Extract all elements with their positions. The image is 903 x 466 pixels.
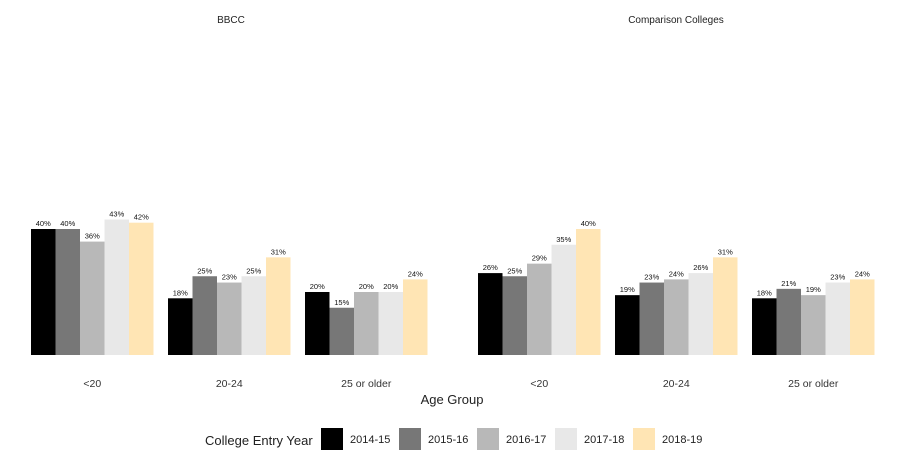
bar-group: 18% 21% 19% 23% 24% 25 or older bbox=[752, 269, 875, 390]
bar-group: 40% 40% 36% 43% 42% <20 bbox=[31, 210, 154, 390]
bar bbox=[478, 273, 503, 355]
bar bbox=[551, 244, 576, 355]
bar-group: 19% 23% 24% 26% 31% 20-24 bbox=[615, 247, 738, 390]
bar-value-label: 24% bbox=[855, 269, 870, 278]
bar bbox=[403, 279, 428, 355]
legend-label: 2017-18 bbox=[584, 434, 624, 446]
bar-value-label: 25% bbox=[507, 266, 522, 275]
legend-items: 2014-15 2015-16 2016-17 2017-18 2018-19 bbox=[321, 428, 702, 450]
legend-label: 2014-15 bbox=[350, 434, 390, 446]
bar bbox=[168, 298, 193, 355]
bar bbox=[527, 263, 552, 355]
bar-group: 18% 25% 23% 25% 31% 20-24 bbox=[168, 247, 291, 390]
bar bbox=[776, 288, 801, 355]
bar-value-label: 24% bbox=[669, 269, 684, 278]
bar bbox=[378, 292, 403, 355]
x-tick-label: 20-24 bbox=[663, 378, 690, 390]
legend-label: 2016-17 bbox=[506, 434, 546, 446]
bar-value-label: 31% bbox=[718, 247, 733, 256]
legend-item: 2017-18 bbox=[555, 428, 624, 450]
x-tick-label: 20-24 bbox=[216, 378, 243, 390]
legend: College Entry Year 2014-15 2015-16 2016-17… bbox=[205, 428, 702, 450]
bar bbox=[192, 276, 217, 355]
x-axis-title: Age Group bbox=[421, 392, 484, 407]
legend-swatch bbox=[633, 428, 655, 450]
legend-title: College Entry Year bbox=[205, 433, 313, 448]
facet-0: BBCC 40% 40% 36% 43% 42% <20 18% 25% 23% 25% 31% 20-… bbox=[31, 15, 428, 390]
bar bbox=[639, 282, 664, 355]
facets: BBCC 40% 40% 36% 43% 42% <20 18% 25% 23% 25% 31% 20-… bbox=[31, 15, 875, 390]
bar bbox=[713, 257, 738, 355]
bar bbox=[354, 292, 379, 355]
bar bbox=[688, 273, 713, 355]
legend-swatch bbox=[477, 428, 499, 450]
bar-value-label: 20% bbox=[359, 282, 374, 291]
bar-value-label: 20% bbox=[383, 282, 398, 291]
bar bbox=[576, 229, 601, 355]
bar-value-label: 40% bbox=[60, 219, 75, 228]
bar-value-label: 25% bbox=[197, 266, 212, 275]
legend-label: 2018-19 bbox=[662, 434, 702, 446]
legend-swatch bbox=[399, 428, 421, 450]
bar-group: 26% 25% 29% 35% 40% <20 bbox=[478, 219, 601, 390]
bar bbox=[217, 282, 242, 355]
facet-title: BBCC bbox=[217, 15, 245, 26]
bar bbox=[502, 276, 527, 355]
legend-label: 2015-16 bbox=[428, 434, 468, 446]
bar-value-label: 18% bbox=[173, 288, 188, 297]
bar bbox=[850, 279, 875, 355]
bar-value-label: 21% bbox=[781, 279, 796, 288]
bar bbox=[615, 295, 640, 355]
bar-value-label: 26% bbox=[483, 263, 498, 272]
x-tick-label: <20 bbox=[83, 378, 101, 390]
facet-title: Comparison Colleges bbox=[628, 15, 724, 26]
bar-value-label: 20% bbox=[310, 282, 325, 291]
bar bbox=[664, 279, 689, 355]
bar bbox=[55, 229, 80, 355]
legend-swatch bbox=[321, 428, 343, 450]
legend-item: 2016-17 bbox=[477, 428, 546, 450]
bar-group: 20% 15% 20% 20% 24% 25 or older bbox=[305, 269, 428, 390]
bar-value-label: 40% bbox=[581, 219, 596, 228]
bar bbox=[80, 241, 105, 355]
bar-value-label: 19% bbox=[806, 285, 821, 294]
bar-value-label: 40% bbox=[36, 219, 51, 228]
bar-value-label: 19% bbox=[620, 285, 635, 294]
bar bbox=[305, 292, 330, 355]
bar-value-label: 23% bbox=[830, 273, 845, 282]
bar-value-label: 29% bbox=[532, 254, 547, 263]
bar bbox=[104, 219, 129, 355]
bar bbox=[825, 282, 850, 355]
bar-value-label: 43% bbox=[109, 210, 124, 219]
bar-value-label: 15% bbox=[334, 298, 349, 307]
bar-value-label: 36% bbox=[85, 232, 100, 241]
legend-item: 2018-19 bbox=[633, 428, 702, 450]
bar-value-label: 42% bbox=[134, 213, 149, 222]
legend-item: 2015-16 bbox=[399, 428, 468, 450]
x-tick-label: 25 or older bbox=[788, 378, 839, 390]
bar-value-label: 31% bbox=[271, 247, 286, 256]
bar bbox=[266, 257, 291, 355]
legend-swatch bbox=[555, 428, 577, 450]
bar bbox=[241, 276, 266, 355]
x-tick-label: <20 bbox=[530, 378, 548, 390]
bar bbox=[31, 229, 56, 355]
facet-1: Comparison Colleges 26% 25% 29% 35% 40% <20 19%… bbox=[478, 15, 875, 390]
bar-value-label: 26% bbox=[693, 263, 708, 272]
bar-value-label: 24% bbox=[408, 269, 423, 278]
bar bbox=[752, 298, 777, 355]
bar-value-label: 25% bbox=[246, 266, 261, 275]
bar bbox=[801, 295, 826, 355]
legend-item: 2014-15 bbox=[321, 428, 390, 450]
x-tick-label: 25 or older bbox=[341, 378, 392, 390]
bar-value-label: 23% bbox=[644, 273, 659, 282]
bar-value-label: 23% bbox=[222, 273, 237, 282]
bar-value-label: 18% bbox=[757, 288, 772, 297]
bar-value-label: 35% bbox=[556, 235, 571, 244]
bar bbox=[129, 222, 154, 355]
bar bbox=[329, 307, 354, 355]
